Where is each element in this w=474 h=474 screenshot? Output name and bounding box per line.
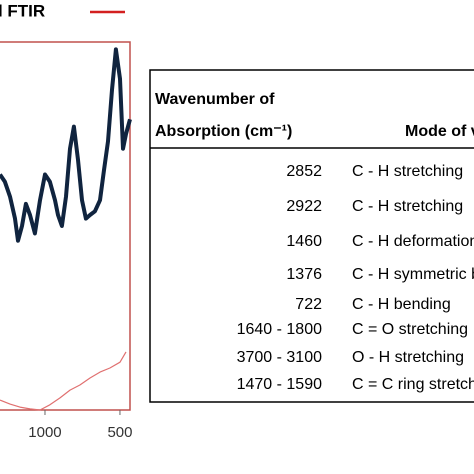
table-header: Wavenumber of — [155, 91, 275, 108]
plot-frame — [0, 41, 131, 411]
table-header: Absorption (cm⁻¹) — [155, 123, 292, 140]
table-border — [149, 69, 474, 403]
mode-cell: O - H stretching — [352, 349, 464, 366]
mode-cell: C - H stretching — [352, 198, 463, 215]
wavenumber-cell: 2922 — [286, 198, 322, 215]
mode-cell: C - H deformation — [352, 233, 474, 250]
wavenumber-cell: 722 — [295, 296, 322, 313]
table-header: Mode of vibration — [405, 123, 474, 140]
mode-cell: C = O stretching — [352, 321, 468, 338]
wavenumber-cell: 1460 — [286, 233, 322, 250]
wavenumber-cell: 1470 - 1590 — [237, 376, 323, 393]
wavenumber-cell: 2852 — [286, 163, 322, 180]
mode-cell: C - H bending — [352, 296, 451, 313]
mode-cell: C - H stretching — [352, 163, 463, 180]
x-tick-label: 1000 — [28, 424, 61, 441]
x-tick-label: 500 — [107, 424, 132, 441]
wavenumber-cell: 3700 - 3100 — [237, 349, 323, 366]
mode-cell: C = C ring stretching — [352, 376, 474, 393]
legend-label: Oil FTIR — [0, 1, 45, 20]
spectrum-line — [0, 47, 132, 243]
wavenumber-cell: 1376 — [286, 266, 322, 283]
wavenumber-cell: 1640 - 1800 — [237, 321, 323, 338]
mode-cell: C - H symmetric bending — [352, 266, 474, 283]
spectrum-line — [0, 351, 127, 411]
